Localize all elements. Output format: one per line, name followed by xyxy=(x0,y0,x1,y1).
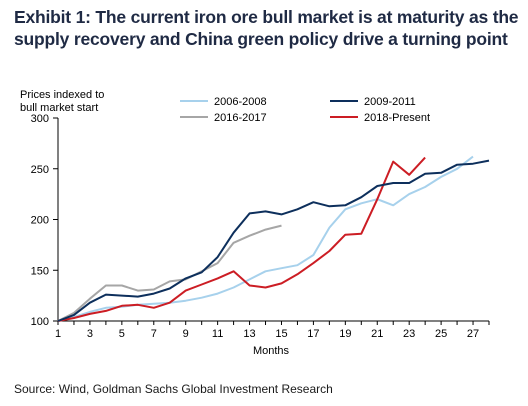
x-tick-label: 27 xyxy=(467,328,479,340)
x-axis-label: Months xyxy=(253,345,290,357)
x-tick-label: 21 xyxy=(371,328,383,340)
exhibit-title: Exhibit 1: The current iron ore bull mar… xyxy=(14,6,520,50)
exhibit-title-line-2: supply recovery and China green policy d… xyxy=(14,29,508,49)
legend-label-2018-present: 2018-Present xyxy=(364,112,430,124)
legend-item-2018-present: 2018-Present xyxy=(330,112,430,124)
legend-item-2006-2008: 2006-2008 xyxy=(180,96,267,108)
chart-series-layer xyxy=(57,155,490,322)
x-tick-label: 17 xyxy=(307,328,319,340)
y-tick-label: 250 xyxy=(31,164,49,176)
y-axis-label-line-2: bull market start xyxy=(20,102,98,114)
legend-label-2009-2011: 2009-2011 xyxy=(364,96,416,108)
legend-item-2016-2017: 2016-2017 xyxy=(180,112,267,124)
y-tick-label: 300 xyxy=(31,113,49,125)
x-tick-label: 13 xyxy=(243,328,255,340)
legend-item-2009-2011: 2009-2011 xyxy=(330,96,416,108)
legend-label-2006-2008: 2006-2008 xyxy=(214,96,267,108)
x-tick-label: 15 xyxy=(275,328,287,340)
exhibit-title-line-1: Exhibit 1: The current iron ore bull mar… xyxy=(14,7,519,27)
x-tick-label: 23 xyxy=(403,328,415,340)
y-tick-label: 100 xyxy=(31,316,49,328)
x-tick-label: 3 xyxy=(87,328,93,340)
series-line-2016-2017 xyxy=(57,224,282,322)
y-tick-label: 150 xyxy=(31,265,49,277)
x-tick-label: 1 xyxy=(55,328,61,340)
chart-legend: 2006-2008 2009-2011 2016-2017 2018-Prese… xyxy=(180,96,430,124)
x-tick-label: 9 xyxy=(183,328,189,340)
series-line-2018-present xyxy=(57,156,426,322)
source-note: Source: Wind, Goldman Sachs Global Inves… xyxy=(14,382,333,396)
x-tick-label: 19 xyxy=(339,328,351,340)
legend-label-2016-2017: 2016-2017 xyxy=(214,112,267,124)
x-tick-label: 25 xyxy=(435,328,447,340)
y-axis-label-line-1: Prices indexed to xyxy=(20,89,104,101)
x-tick-label: 7 xyxy=(151,328,157,340)
y-tick-label: 200 xyxy=(31,215,49,227)
x-tick-label: 5 xyxy=(119,328,125,340)
x-tick-label: 11 xyxy=(212,328,223,340)
series-line-2009-2011 xyxy=(57,159,490,322)
